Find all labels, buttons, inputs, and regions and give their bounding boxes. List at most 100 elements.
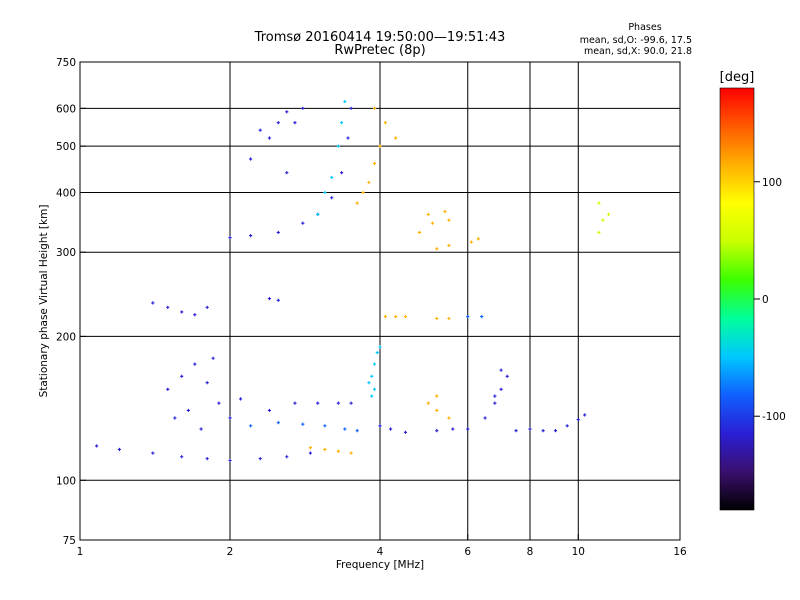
data-point — [505, 374, 509, 378]
data-point — [451, 427, 455, 431]
data-point — [370, 394, 374, 398]
data-point — [426, 401, 430, 405]
data-point — [180, 310, 184, 314]
colorbar-tick-label: 0 — [762, 294, 769, 306]
data-point — [228, 458, 232, 463]
data-point — [447, 416, 451, 420]
data-point — [372, 362, 377, 366]
data-point — [330, 175, 334, 180]
data-point — [301, 221, 305, 225]
data-point — [151, 451, 155, 455]
data-point — [346, 136, 350, 140]
data-point — [336, 144, 340, 148]
data-point — [285, 171, 289, 175]
data-point — [336, 401, 340, 405]
data-point — [447, 243, 451, 248]
data-point — [205, 457, 209, 461]
data-point — [249, 233, 253, 238]
data-point — [403, 430, 408, 434]
data-point — [435, 429, 439, 433]
x-tick-label: 2 — [227, 546, 234, 558]
data-point — [267, 296, 272, 301]
data-point — [443, 209, 447, 214]
data-point — [514, 429, 518, 433]
data-point — [493, 401, 497, 405]
data-point — [343, 427, 347, 431]
data-point — [117, 447, 122, 452]
colorbar — [719, 87, 755, 511]
data-point — [466, 427, 470, 431]
data-point — [372, 106, 377, 110]
data-point — [403, 315, 408, 319]
y-tick-label: 75 — [63, 535, 76, 547]
data-point — [293, 401, 297, 405]
data-point — [238, 397, 243, 401]
data-point — [343, 99, 347, 104]
data-point — [211, 356, 215, 360]
data-point — [228, 235, 232, 240]
data-point — [205, 305, 209, 309]
data-point — [323, 190, 327, 195]
data-point — [180, 455, 184, 459]
data-point — [355, 429, 359, 433]
data-point — [349, 106, 353, 110]
data-point — [340, 171, 344, 175]
x-axis-label: Frequency [MHz] — [336, 559, 424, 571]
y-tick-label: 300 — [56, 247, 76, 259]
data-point — [316, 212, 320, 216]
data-point — [483, 416, 487, 420]
stats-heading: Phases — [628, 22, 661, 33]
data-point — [323, 424, 327, 428]
data-point — [285, 110, 289, 114]
data-point — [323, 447, 327, 452]
data-point — [383, 121, 387, 125]
data-point — [375, 350, 379, 355]
data-point — [301, 106, 305, 110]
data-point — [367, 381, 371, 385]
y-axis-label: Stationary phase Virtual Height [km] — [38, 205, 50, 398]
y-tick-label: 500 — [56, 141, 76, 153]
data-point — [597, 230, 601, 235]
data-point — [308, 446, 313, 450]
data-point — [601, 218, 605, 222]
y-tick-label: 100 — [56, 475, 76, 487]
data-point — [267, 136, 272, 140]
data-point — [435, 247, 439, 251]
data-point — [378, 144, 382, 148]
ticks-layer: 1 2 4 6 8 10 16 75 100 200 300 400 500 600 750 — [56, 57, 687, 558]
colorbar-tick-label: -100 — [762, 411, 786, 423]
data-point — [435, 316, 439, 321]
x-tick-label: 6 — [464, 546, 471, 558]
y-tick-label: 400 — [56, 187, 76, 199]
data-point — [258, 128, 262, 132]
data-point — [349, 451, 353, 455]
data-point — [330, 196, 334, 200]
data-point — [258, 457, 262, 461]
data-point — [166, 305, 170, 309]
data-point — [430, 221, 435, 225]
data-point — [469, 240, 473, 244]
data-point — [378, 345, 382, 349]
data-point — [565, 424, 569, 428]
y-tick-label: 750 — [56, 57, 76, 69]
data-point — [435, 394, 439, 398]
stats-line-x: mean, sd,X: 90.0, 21.8 — [584, 46, 692, 57]
data-point — [493, 394, 497, 398]
data-point — [217, 401, 221, 405]
data-point — [499, 387, 503, 391]
data-point — [447, 316, 451, 321]
x-tick-label: 10 — [572, 546, 585, 558]
data-point — [285, 455, 289, 459]
chart-title: Tromsø 20160414 19:50:00—19:51:43 — [254, 30, 506, 45]
data-point — [355, 201, 359, 205]
colorbar-label: [deg] — [720, 70, 755, 85]
data-point — [293, 121, 297, 125]
data-point — [180, 374, 184, 378]
chart-subtitle: RwPretec (8p) — [334, 43, 425, 58]
data-point — [499, 368, 503, 372]
data-point — [249, 424, 253, 428]
data-point — [435, 408, 439, 413]
data-point — [447, 218, 451, 222]
y-tick-label: 200 — [56, 331, 76, 343]
